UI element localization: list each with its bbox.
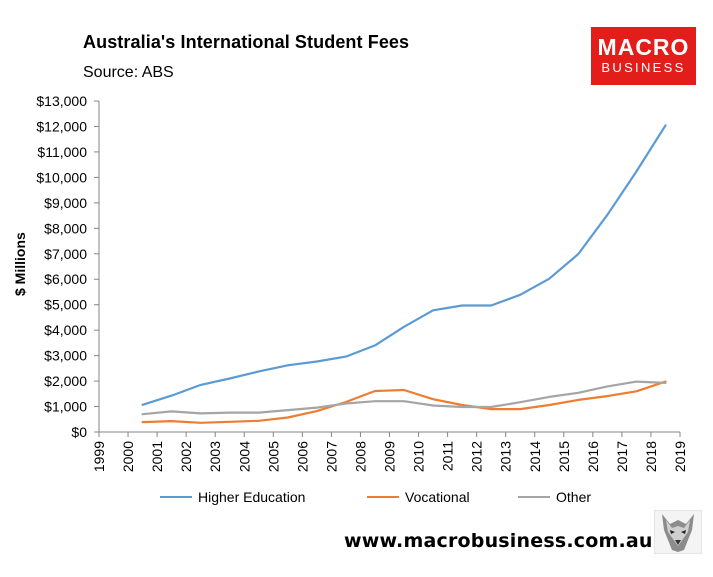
x-tick-label: 2013 (498, 441, 514, 472)
x-tick-label: 2016 (585, 441, 601, 472)
series-line-vocational (141, 380, 667, 424)
x-tick-label: 2002 (178, 441, 194, 472)
x-tick-label: 2003 (207, 441, 223, 472)
x-tick-label: 2015 (556, 441, 572, 472)
x-tick-label: 2000 (120, 441, 136, 472)
x-tick-label: 2009 (382, 441, 398, 472)
series-line-higher-education (141, 124, 667, 406)
chart-title: Australia's International Student Fees (83, 32, 410, 52)
y-tick-label: $5,000 (44, 297, 87, 313)
x-tick-label: 2008 (352, 441, 368, 472)
y-tick-label: $4,000 (44, 322, 87, 338)
legend: Higher Education Vocational Other (0, 489, 713, 511)
x-tick-label: 2017 (614, 441, 630, 472)
legend-swatch (367, 496, 399, 498)
macro-business-logo: MACRO BUSINESS (591, 27, 696, 85)
y-tick-label: $12,000 (36, 118, 87, 134)
y-tick-label: $1,000 (44, 399, 87, 415)
x-tick-label: 2004 (236, 441, 252, 472)
y-tick-label: $10,000 (36, 169, 87, 185)
wolf-logo-icon (654, 510, 702, 554)
x-tick-label: 2012 (469, 441, 485, 472)
y-tick-label: $13,000 (36, 93, 87, 109)
chart-source: Source: ABS (83, 64, 174, 81)
legend-label: Higher Education (198, 489, 306, 505)
legend-item-vocational: Vocational (367, 489, 470, 505)
x-tick-label: 2018 (643, 441, 659, 472)
x-tick-label: 2001 (149, 441, 165, 472)
y-tick-label: $0 (71, 424, 87, 440)
logo-line-1: MACRO (597, 34, 690, 60)
y-tick-label: $8,000 (44, 220, 87, 236)
legend-swatch (518, 496, 550, 498)
y-tick-label: $11,000 (37, 144, 87, 160)
y-tick-label: $3,000 (44, 348, 87, 364)
x-tick-label: 2019 (672, 441, 688, 472)
x-tick-label: 2014 (527, 441, 543, 472)
footer-url[interactable]: www.macrobusiness.com.au (344, 530, 653, 552)
x-tick-label: 2010 (411, 441, 427, 472)
legend-item-higher-education: Higher Education (160, 489, 305, 505)
legend-swatch (160, 496, 192, 498)
x-tick-label: 2011 (440, 441, 456, 471)
y-tick-label: $2,000 (44, 373, 87, 389)
legend-label: Other (556, 489, 592, 505)
legend-item-other: Other (518, 489, 591, 505)
x-tick-label: 2006 (294, 441, 310, 472)
series-line-other (141, 380, 667, 416)
x-tick-label: 2005 (265, 441, 281, 472)
y-tick-label: $9,000 (44, 195, 87, 211)
y-tick-label: $7,000 (44, 246, 87, 262)
x-tick-label: 1999 (91, 441, 107, 472)
logo-line-2: BUSINESS (601, 60, 686, 75)
legend-label: Vocational (405, 489, 470, 505)
x-tick-label: 2007 (323, 441, 339, 472)
y-tick-label: $6,000 (44, 271, 87, 287)
